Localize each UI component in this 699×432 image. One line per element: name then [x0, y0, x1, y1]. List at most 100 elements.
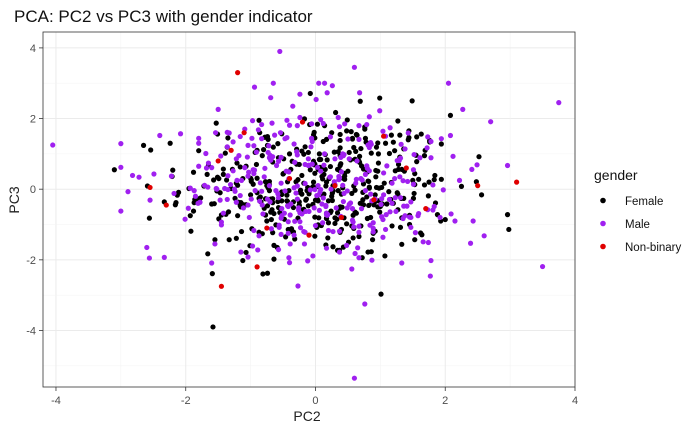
- point-female: [269, 207, 275, 213]
- point-male: [297, 225, 304, 231]
- point-male: [244, 154, 250, 160]
- point-male: [437, 214, 443, 221]
- point-non-binary: [306, 232, 312, 238]
- point-male: [253, 149, 260, 155]
- point-male: [249, 118, 256, 124]
- point-female: [369, 237, 376, 243]
- point-female: [357, 153, 363, 159]
- point-non-binary: [163, 202, 169, 208]
- point-male: [245, 173, 251, 179]
- point-male: [293, 190, 299, 196]
- point-female: [167, 140, 173, 146]
- point-male: [397, 195, 404, 201]
- point-male: [129, 172, 136, 179]
- data-points: [50, 48, 562, 381]
- point-non-binary: [241, 130, 247, 136]
- point-male: [354, 158, 360, 164]
- point-male: [279, 206, 285, 212]
- point-male: [297, 91, 303, 97]
- y-tick-label: 2: [30, 114, 36, 126]
- point-female: [364, 194, 370, 200]
- point-male: [196, 135, 202, 141]
- point-male: [285, 230, 291, 236]
- point-male: [233, 199, 239, 205]
- point-male: [369, 257, 375, 263]
- point-male: [262, 165, 268, 171]
- point-male: [344, 188, 350, 194]
- point-female: [220, 166, 226, 172]
- point-female: [286, 151, 293, 157]
- point-female: [211, 201, 217, 207]
- x-tick-label: 2: [442, 395, 448, 407]
- y-tick-label: -4: [26, 325, 36, 337]
- point-male: [276, 222, 282, 228]
- point-female: [205, 251, 211, 257]
- point-male: [469, 166, 475, 173]
- point-female: [447, 112, 454, 118]
- point-female: [395, 166, 402, 173]
- point-male: [277, 48, 283, 55]
- point-male: [356, 229, 362, 235]
- point-female: [323, 136, 330, 142]
- point-male: [440, 187, 446, 193]
- point-female: [325, 198, 332, 204]
- point-male: [259, 136, 265, 142]
- point-female: [411, 190, 417, 197]
- point-male: [275, 195, 282, 201]
- point-male: [318, 168, 324, 174]
- point-male: [352, 250, 358, 257]
- point-male: [266, 143, 272, 149]
- point-female: [344, 221, 350, 227]
- point-female: [256, 117, 262, 123]
- point-female: [268, 216, 274, 223]
- point-male: [321, 80, 328, 86]
- point-male: [344, 242, 350, 248]
- point-male: [308, 121, 315, 127]
- point-female: [333, 109, 339, 116]
- point-female: [293, 179, 299, 185]
- point-male: [215, 106, 221, 112]
- point-male: [118, 208, 124, 214]
- point-male: [245, 202, 251, 208]
- point-male: [237, 192, 243, 199]
- point-female: [358, 163, 365, 169]
- point-female: [381, 180, 387, 186]
- point-male: [269, 120, 275, 126]
- point-female: [312, 233, 318, 239]
- legend-label: Female: [625, 196, 663, 208]
- point-male: [349, 206, 356, 212]
- point-female: [335, 188, 341, 194]
- point-female: [417, 230, 424, 236]
- point-male: [305, 156, 311, 162]
- point-male: [364, 121, 370, 128]
- point-non-binary: [381, 133, 387, 139]
- point-female: [438, 141, 444, 147]
- point-male: [365, 142, 371, 148]
- point-female: [260, 271, 266, 277]
- point-male: [267, 152, 273, 158]
- point-female: [334, 216, 340, 222]
- point-female: [270, 144, 276, 150]
- point-male: [428, 257, 434, 264]
- point-male: [287, 212, 293, 218]
- point-female: [315, 198, 321, 204]
- point-non-binary: [235, 70, 241, 76]
- point-female: [196, 148, 202, 154]
- point-male: [380, 234, 386, 240]
- point-male: [327, 174, 334, 180]
- point-female: [198, 195, 204, 201]
- point-male: [428, 138, 434, 145]
- point-female: [373, 167, 379, 174]
- point-female: [412, 237, 418, 243]
- point-male: [316, 80, 322, 86]
- point-male: [408, 214, 414, 221]
- point-female: [506, 226, 512, 233]
- point-male: [287, 241, 293, 247]
- point-female: [259, 153, 265, 159]
- point-female: [226, 237, 232, 243]
- legend-label: Non-binary: [625, 242, 681, 254]
- point-female: [342, 173, 348, 179]
- point-female: [330, 244, 336, 250]
- point-male: [384, 163, 390, 169]
- point-male: [209, 260, 215, 266]
